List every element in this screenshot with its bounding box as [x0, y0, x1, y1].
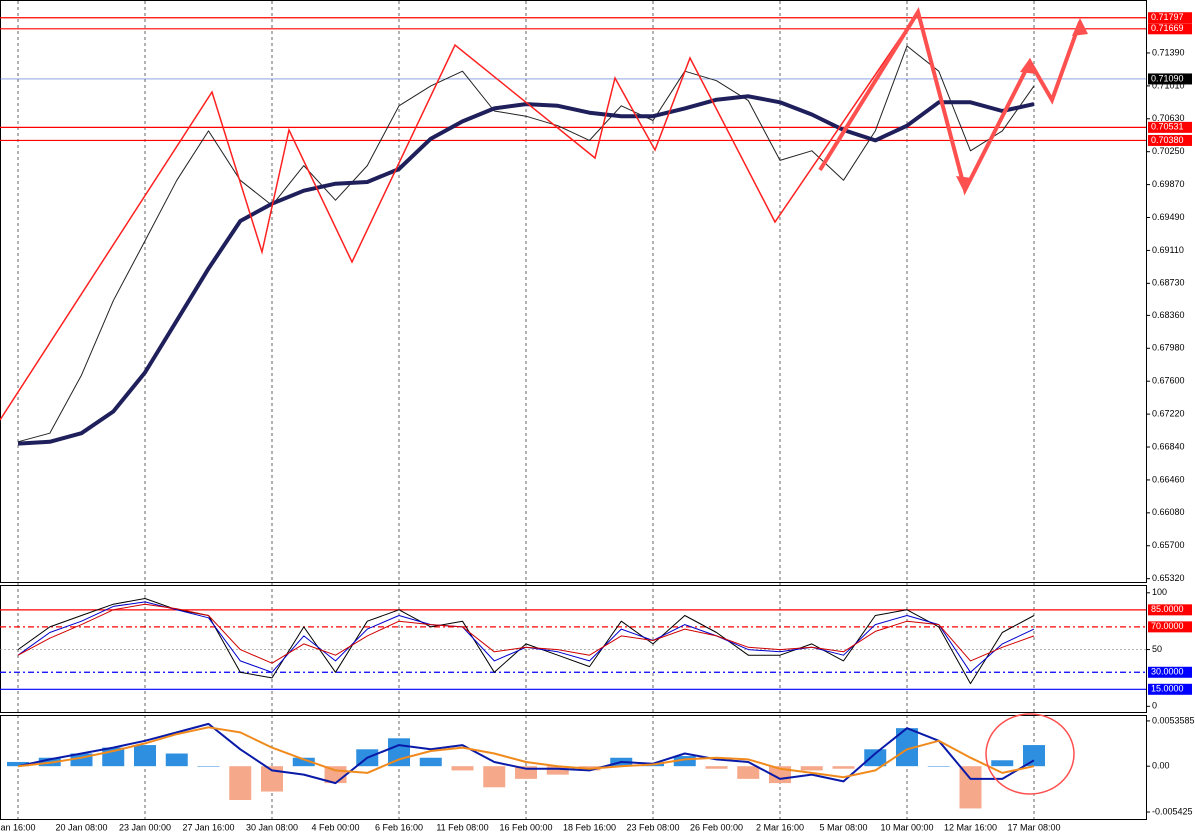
y-tick-label: 0.66460	[1152, 474, 1185, 484]
level-label-box	[1148, 621, 1192, 633]
x-tick-label: 17 Mar 08:00	[1007, 822, 1060, 832]
level-label: 0.71797	[1151, 12, 1184, 22]
y-tick-label: 0.67980	[1152, 343, 1185, 353]
y-tick-label: 0.69110	[1152, 245, 1184, 255]
bar	[896, 728, 918, 767]
bar	[927, 766, 950, 767]
x-tick-label: 12 Mar 16:00	[944, 822, 997, 832]
y-tick-label: 0.69870	[1152, 179, 1185, 189]
y-tick-label: 0.65320	[1152, 573, 1185, 583]
oscillator-pane	[0, 585, 1147, 713]
series-line	[17, 94, 1035, 446]
level-label: 15.0000	[1151, 684, 1184, 694]
level-label: 0.71090	[1151, 73, 1184, 83]
level-label-box	[1148, 666, 1192, 678]
y-tick-label: 100	[1152, 587, 1167, 597]
forecast-arrows	[818, 6, 1082, 196]
highlight-circle	[985, 713, 1075, 795]
x-tick-label: 11 Feb 08:00	[436, 822, 488, 832]
bar	[705, 766, 728, 769]
series-line	[17, 603, 1035, 664]
level-label-box	[1148, 134, 1192, 146]
y-tick-label: 0.71390	[1152, 47, 1185, 57]
y-tick-label: 0.67220	[1152, 408, 1185, 418]
x-tick-label: an 16:00	[0, 822, 35, 832]
level-label: 0.70531	[1151, 122, 1184, 132]
x-tick-label: 18 Feb 16:00	[563, 822, 616, 832]
x-tick-label: 10 Mar 00:00	[880, 822, 933, 832]
bar	[229, 766, 252, 800]
y-tick-label: 0	[1152, 701, 1157, 711]
x-tick-label: 5 Mar 08:00	[819, 822, 867, 832]
bar	[483, 766, 506, 788]
y-tick-label: 50	[1152, 644, 1162, 654]
y-tick-label: 0.71010	[1152, 80, 1185, 90]
level-label: 0.71669	[1151, 23, 1184, 33]
macd-pane	[0, 715, 1147, 820]
series-line	[17, 598, 1035, 685]
bar	[737, 766, 760, 779]
y-tick-label: 0.68730	[1152, 278, 1185, 288]
bar	[197, 766, 220, 767]
arrow-head	[1020, 58, 1036, 74]
series-line	[17, 726, 1035, 779]
bar	[959, 766, 982, 809]
level-label: 70.0000	[1151, 621, 1184, 631]
level-label-box	[1148, 12, 1192, 24]
x-tick-label: 16 Feb 00:00	[499, 822, 552, 832]
bar	[134, 745, 156, 767]
x-tick-label: 6 Feb 16:00	[375, 822, 423, 832]
level-label-box	[1148, 23, 1192, 35]
x-tick-label: 2 Mar 16:00	[756, 822, 804, 832]
bar	[7, 761, 29, 767]
bar	[864, 749, 887, 767]
y-tick-label: 0.69490	[1152, 212, 1185, 222]
level-label-box	[1148, 604, 1192, 616]
level-label-box	[1148, 121, 1192, 133]
price-pane	[0, 0, 1147, 583]
x-tick-label: 23 Jan 00:00	[119, 822, 171, 832]
x-tick-label: 30 Jan 08:00	[246, 822, 298, 832]
x-tick-label: 26 Feb 00:00	[690, 822, 743, 832]
level-label: 30.0000	[1151, 667, 1184, 677]
arrow-head	[956, 176, 972, 194]
bar	[292, 757, 315, 767]
y-tick-label: 0.67600	[1152, 376, 1185, 386]
y-tick-label: 0.68360	[1152, 310, 1185, 320]
y-tick-label: 0.00	[1152, 761, 1170, 771]
series-line	[17, 722, 1035, 785]
level-label: 0.70380	[1151, 135, 1184, 145]
x-tick-label: 23 Feb 08:00	[626, 822, 679, 832]
x-tick-label: 4 Feb 00:00	[311, 822, 359, 832]
x-tick-label: 27 Jan 16:00	[182, 822, 234, 832]
y-tick-label: 0.70250	[1152, 146, 1185, 156]
level-label-box	[1148, 73, 1192, 85]
bar	[261, 766, 283, 792]
bar	[673, 756, 696, 767]
bar	[419, 757, 442, 767]
bar	[165, 753, 188, 767]
x-tick-label: 20 Jan 08:00	[55, 822, 107, 832]
y-tick-label: 0.65700	[1152, 540, 1185, 550]
level-label-box	[1148, 683, 1192, 695]
bar	[451, 766, 474, 771]
bar	[546, 766, 569, 775]
y-tick-label: 0.66840	[1152, 441, 1185, 451]
y-tick-label: 0.66080	[1152, 507, 1185, 517]
bar	[1023, 745, 1045, 767]
bar	[991, 760, 1014, 767]
y-tick-label: 0.0053585	[1152, 715, 1195, 725]
zigzag	[0, 11, 919, 421]
arrow-head	[1072, 18, 1088, 36]
y-tick-label: -0.005425	[1152, 806, 1193, 816]
y-tick-label: 0.70630	[1152, 113, 1185, 123]
bar	[832, 766, 855, 769]
bar	[800, 766, 823, 771]
level-label: 85.0000	[1151, 604, 1184, 614]
series-line	[17, 45, 1035, 443]
